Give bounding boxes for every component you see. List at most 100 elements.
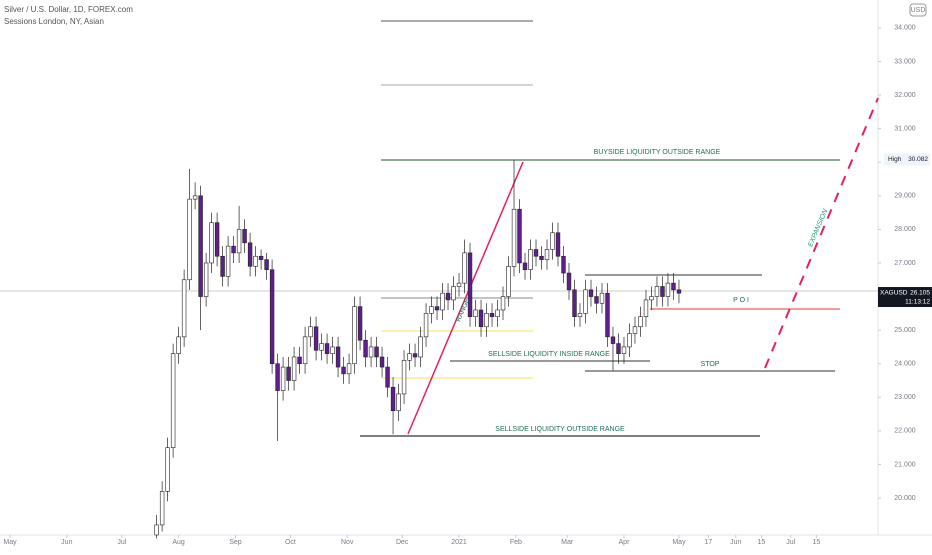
candle-body <box>297 356 302 365</box>
candle-body <box>264 259 269 270</box>
x-tick-label: May <box>3 539 17 546</box>
candle-body <box>654 286 660 297</box>
symbol-label: XAGUSD <box>880 290 908 297</box>
high-value: 30.082 <box>908 156 928 163</box>
candle-body <box>330 346 335 354</box>
candle-body <box>429 306 434 314</box>
annotation: P O I <box>733 297 749 304</box>
x-tick-label: Aug <box>172 539 185 546</box>
candle-body <box>550 232 555 250</box>
candle-body <box>396 393 401 412</box>
chart-title: Silver / U.S. Dollar, 1D, FOREX.com <box>4 5 133 14</box>
candle-body <box>649 296 654 301</box>
x-tick-label: 15 <box>813 539 821 546</box>
x-tick-label: Jul <box>117 539 126 546</box>
candle-body <box>632 326 638 334</box>
currency-label[interactable]: USD <box>911 7 926 14</box>
candle-body <box>192 195 198 200</box>
y-tick-label: 28.000 <box>894 226 916 233</box>
candle-body <box>539 255 544 260</box>
candle-body <box>385 366 390 388</box>
candle-body <box>159 491 165 526</box>
y-tick-label: 20.000 <box>894 495 916 502</box>
candle-body <box>401 360 407 395</box>
candle-body <box>302 336 308 365</box>
candle-body <box>660 286 665 297</box>
candle-body <box>561 255 566 274</box>
candle-body <box>671 282 676 291</box>
candle-body <box>544 249 550 260</box>
high-label-box <box>884 153 930 166</box>
candle-body <box>225 245 231 277</box>
candle-body <box>418 336 423 358</box>
candle-body <box>165 447 170 492</box>
candle-body <box>495 309 500 318</box>
y-tick-label: 29.000 <box>894 193 916 200</box>
candle-body <box>269 269 275 365</box>
annotation: SELLSIDE LIQUIDITY OUTSIDE RANGE <box>495 426 625 433</box>
y-tick-label: 21.000 <box>894 461 916 468</box>
candle-body <box>594 296 599 304</box>
candle-body <box>489 313 495 318</box>
x-tick-label: Jun <box>730 539 741 546</box>
candle-body <box>335 346 341 368</box>
candle-body <box>286 366 291 381</box>
candle-body <box>170 353 176 448</box>
x-tick-label: 15 <box>758 539 766 546</box>
x-tick-label: May <box>672 539 686 546</box>
x-tick-label: Oct <box>285 539 296 546</box>
candle-body <box>440 292 445 311</box>
candle-body <box>214 222 220 257</box>
candle-body <box>528 249 533 270</box>
candle-body <box>583 289 588 314</box>
candle-body <box>665 282 671 297</box>
currency-button[interactable] <box>909 3 927 17</box>
x-tick-label: Dec <box>396 539 409 546</box>
candle-body <box>599 292 605 304</box>
annotation: STOP <box>701 361 720 368</box>
candle-body <box>352 306 357 365</box>
candle-body <box>374 346 379 358</box>
candle-body <box>357 306 363 341</box>
candle-body <box>638 316 643 328</box>
candle-body <box>473 309 478 318</box>
y-tick-label: 32.000 <box>894 92 916 99</box>
candle-body <box>676 289 682 294</box>
candle-body <box>280 366 286 391</box>
candle-body <box>308 326 313 338</box>
y-tick-label: 25.000 <box>894 327 916 334</box>
candle-body <box>456 282 462 287</box>
candle-body <box>379 356 385 368</box>
y-tick-label: 24.000 <box>894 361 916 368</box>
y-tick-label: 23.000 <box>894 394 916 401</box>
high-label: High <box>888 156 902 163</box>
last-price: 26.105 <box>910 290 930 297</box>
candle-body <box>423 313 429 338</box>
candle-body <box>451 286 456 301</box>
axes: 20.00021.00022.00023.00024.00025.00026.0… <box>3 25 932 546</box>
candle-body <box>605 292 610 338</box>
x-tick-label: Jun <box>61 539 72 546</box>
candle-body <box>555 232 561 257</box>
candle-body <box>198 195 203 297</box>
candle-body <box>467 252 473 318</box>
candles <box>154 159 682 539</box>
candle-body <box>434 306 440 311</box>
drawings <box>0 20 879 437</box>
price-label-box <box>878 287 932 308</box>
candle-body <box>275 363 280 391</box>
countdown: 11:13:12 <box>905 299 930 306</box>
annotation: SELLSIDE LIQUIDITY INSIDE RANGE <box>488 351 610 358</box>
candle-body <box>220 255 225 277</box>
y-tick-label: 22.000 <box>894 428 916 435</box>
y-tick-label: 33.000 <box>894 58 916 65</box>
x-tick-label: 2021 <box>451 539 467 546</box>
candle-body <box>500 296 506 311</box>
x-tick-label: 17 <box>704 539 712 546</box>
expansion-line <box>764 97 879 369</box>
candle-body <box>368 346 374 358</box>
candle-body <box>319 343 324 351</box>
candle-body <box>209 222 214 264</box>
candle-body <box>462 252 467 284</box>
